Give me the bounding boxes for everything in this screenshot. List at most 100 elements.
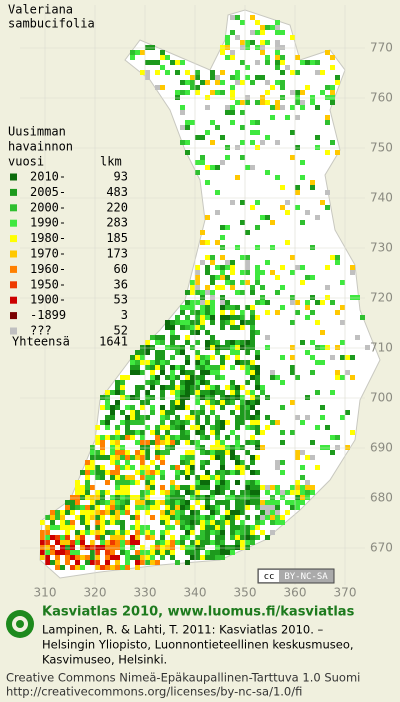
square bbox=[110, 450, 115, 455]
square bbox=[80, 515, 85, 520]
square bbox=[115, 510, 120, 515]
square bbox=[195, 310, 200, 315]
square bbox=[255, 245, 260, 250]
square bbox=[305, 60, 310, 65]
square bbox=[195, 410, 200, 415]
square bbox=[250, 480, 255, 485]
square bbox=[325, 150, 330, 155]
square bbox=[250, 375, 255, 380]
square bbox=[140, 450, 145, 455]
square bbox=[165, 520, 170, 525]
square bbox=[240, 365, 245, 370]
square bbox=[290, 355, 295, 360]
square bbox=[190, 310, 195, 315]
square bbox=[70, 500, 75, 505]
square bbox=[225, 105, 230, 110]
square bbox=[145, 505, 150, 510]
square bbox=[275, 485, 280, 490]
square bbox=[200, 305, 205, 310]
square bbox=[120, 510, 125, 515]
square bbox=[240, 415, 245, 420]
square bbox=[295, 485, 300, 490]
legend-heading: lkm bbox=[100, 155, 122, 169]
legend-swatch bbox=[10, 204, 17, 212]
square bbox=[170, 515, 175, 520]
square bbox=[50, 520, 55, 525]
square bbox=[160, 490, 165, 495]
square bbox=[85, 495, 90, 500]
square bbox=[210, 370, 215, 375]
square bbox=[185, 380, 190, 385]
square bbox=[215, 75, 220, 80]
square bbox=[220, 90, 225, 95]
square bbox=[225, 110, 230, 115]
square bbox=[280, 45, 285, 50]
square bbox=[95, 490, 100, 495]
square bbox=[195, 425, 200, 430]
square bbox=[140, 545, 145, 550]
square bbox=[155, 375, 160, 380]
square bbox=[110, 505, 115, 510]
square bbox=[250, 395, 255, 400]
square bbox=[180, 400, 185, 405]
square bbox=[185, 360, 190, 365]
square bbox=[130, 55, 135, 60]
y-label: 690 bbox=[370, 441, 393, 455]
square bbox=[245, 260, 250, 265]
square bbox=[120, 525, 125, 530]
square bbox=[200, 480, 205, 485]
square bbox=[210, 165, 215, 170]
square bbox=[245, 405, 250, 410]
square bbox=[205, 315, 210, 320]
square bbox=[225, 305, 230, 310]
square bbox=[240, 385, 245, 390]
square bbox=[275, 140, 280, 145]
square bbox=[210, 335, 215, 340]
square bbox=[195, 555, 200, 560]
square bbox=[200, 460, 205, 465]
citation-line: Kasvimuseo, Helsinki. bbox=[42, 653, 167, 667]
square bbox=[260, 385, 265, 390]
legend-label: 2005- bbox=[30, 185, 66, 199]
square bbox=[255, 425, 260, 430]
square bbox=[180, 370, 185, 375]
square bbox=[145, 480, 150, 485]
square bbox=[170, 400, 175, 405]
square bbox=[315, 360, 320, 365]
square bbox=[175, 395, 180, 400]
square bbox=[265, 345, 270, 350]
square bbox=[250, 495, 255, 500]
square bbox=[100, 490, 105, 495]
square bbox=[230, 445, 235, 450]
square bbox=[180, 455, 185, 460]
square bbox=[185, 415, 190, 420]
square bbox=[155, 550, 160, 555]
square bbox=[185, 440, 190, 445]
square bbox=[135, 530, 140, 535]
square bbox=[195, 135, 200, 140]
square bbox=[75, 490, 80, 495]
badge-text: BY-NC-SA bbox=[284, 572, 328, 582]
square bbox=[110, 550, 115, 555]
square bbox=[95, 515, 100, 520]
square bbox=[160, 395, 165, 400]
square bbox=[240, 495, 245, 500]
square bbox=[160, 540, 165, 545]
legend-count: 185 bbox=[106, 231, 128, 245]
square bbox=[150, 545, 155, 550]
square bbox=[300, 90, 305, 95]
square bbox=[225, 260, 230, 265]
square bbox=[75, 480, 80, 485]
square bbox=[200, 260, 205, 265]
square bbox=[220, 490, 225, 495]
square bbox=[320, 200, 325, 205]
square bbox=[170, 320, 175, 325]
square bbox=[215, 390, 220, 395]
square bbox=[230, 450, 235, 455]
square bbox=[75, 485, 80, 490]
square bbox=[210, 300, 215, 305]
square bbox=[145, 345, 150, 350]
square bbox=[175, 350, 180, 355]
square bbox=[180, 90, 185, 95]
square bbox=[240, 500, 245, 505]
